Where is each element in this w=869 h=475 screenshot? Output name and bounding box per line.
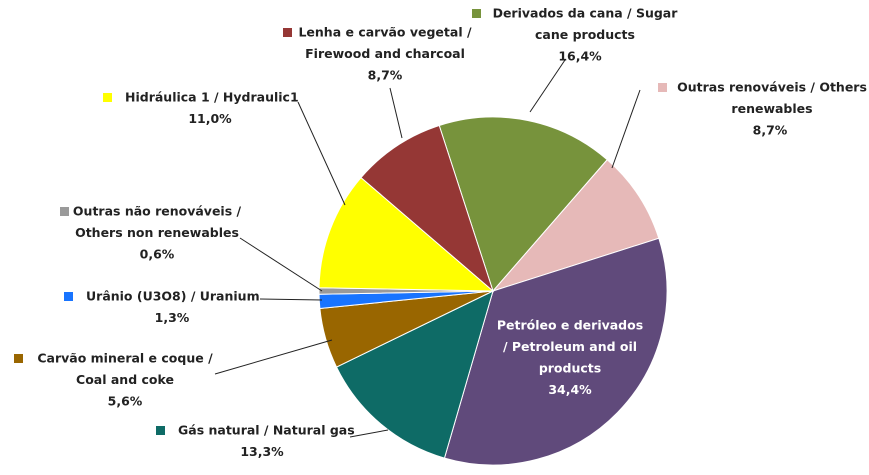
- leader-line: [611, 89, 641, 169]
- slice-label: Urânio (U3O8) / Uranium: [86, 289, 260, 304]
- slice-label: Hidráulica 1 / Hydraulic1: [125, 90, 299, 105]
- leader-line: [529, 59, 566, 113]
- leader-line: [389, 87, 403, 139]
- legend-swatch: [14, 354, 23, 363]
- slice-value-label: 8,7%: [753, 123, 788, 138]
- legend-swatch: [472, 9, 481, 18]
- slice-value-label: 5,6%: [108, 394, 143, 409]
- legend-swatch: [60, 207, 69, 216]
- legend-swatch: [103, 93, 112, 102]
- slice-value-label: 1,3%: [155, 310, 190, 325]
- slice-value-label: 11,0%: [188, 111, 232, 126]
- slice-label: Gás natural / Natural gas: [178, 423, 355, 438]
- leader-line: [349, 429, 389, 438]
- slice-label: renewables: [731, 101, 812, 116]
- slice-label: Firewood and charcoal: [305, 46, 465, 61]
- leader-line: [239, 237, 323, 292]
- slice-label: cane products: [535, 27, 635, 42]
- pie-slice: [318, 176, 495, 292]
- leader-line: [259, 298, 323, 301]
- slice-label: Petróleo e derivados: [497, 318, 643, 333]
- slice-value-label: 8,7%: [368, 68, 403, 83]
- slice-label: products: [539, 361, 601, 376]
- leader-line: [297, 101, 346, 206]
- pie-slice: [335, 290, 494, 459]
- legend-swatch: [658, 83, 667, 92]
- legend-swatch: [156, 426, 165, 435]
- slice-label: Outras renováveis / Others: [677, 80, 867, 95]
- leader-line: [214, 339, 333, 375]
- pie-slice: [438, 116, 608, 292]
- slice-label: Coal and coke: [76, 372, 174, 387]
- slice-label: / Petroleum and oil: [503, 339, 637, 354]
- slice-value-label: 16,4%: [558, 49, 602, 64]
- slice-value-label: 34,4%: [548, 382, 592, 397]
- slice-label: Carvão mineral e coque /: [37, 351, 213, 366]
- pie-slice: [443, 237, 668, 466]
- slice-label: Others non renewables: [75, 225, 239, 240]
- slice-value-label: 0,6%: [140, 247, 175, 262]
- slice-label: Outras não renováveis /: [73, 204, 242, 219]
- legend-swatch: [283, 28, 292, 37]
- pie-slice: [491, 159, 660, 293]
- slice-value-label: 13,3%: [240, 444, 284, 459]
- legend-swatch: [64, 292, 73, 301]
- pie-slice: [360, 124, 495, 293]
- slice-label: Lenha e carvão vegetal /: [298, 25, 471, 40]
- slice-label: Derivados da cana / Sugar: [493, 6, 679, 21]
